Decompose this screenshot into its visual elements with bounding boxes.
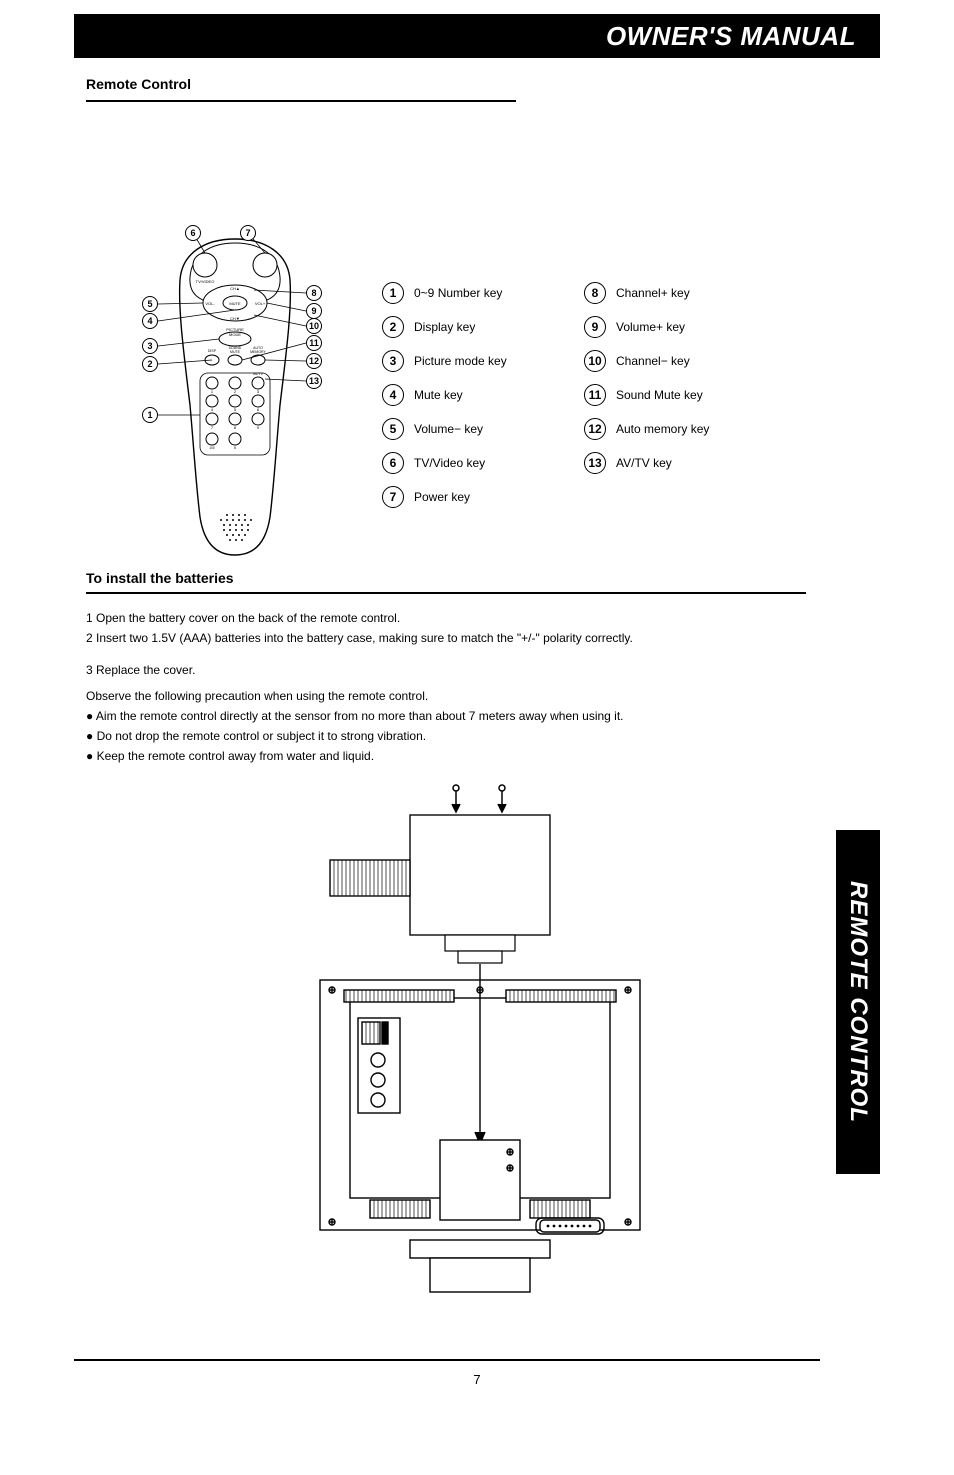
install-para: ● Do not drop the remote control or subj… <box>86 728 806 745</box>
svg-text:MODE: MODE <box>229 332 241 337</box>
install-para: 2 Insert two 1.5V (AAA) batteries into t… <box>86 630 806 647</box>
callout-circle: 7 <box>240 225 256 241</box>
install-para: 1 Open the battery cover on the back of … <box>86 610 806 627</box>
svg-text:CH▼: CH▼ <box>230 316 240 321</box>
btn-tvvideo-label: TV/VIDEO <box>196 279 215 284</box>
svg-text:100: 100 <box>209 446 215 450</box>
legend-row: 10 Channel− key <box>584 350 774 372</box>
callout-circle: 1 <box>142 407 158 423</box>
legend-row: 6 TV/Video key <box>382 452 572 474</box>
callout-circle: 8 <box>306 285 322 301</box>
callout-circle: 11 <box>306 335 322 351</box>
legend-row: 11 Sound Mute key <box>584 384 774 406</box>
legend-num: 6 <box>382 452 404 474</box>
tv-diagram <box>280 780 680 1300</box>
legend-num: 3 <box>382 350 404 372</box>
legend-label: Sound Mute key <box>616 388 703 402</box>
legend-num: 1 <box>382 282 404 304</box>
legend-num: 5 <box>382 418 404 440</box>
remote-svg: TV/VIDEO CH▲ CH▼ VOL- VOL+ MUTE PICTURE … <box>130 225 340 561</box>
legend-label: Mute key <box>414 388 463 402</box>
callout-circle: 6 <box>185 225 201 241</box>
legend-num: 13 <box>584 452 606 474</box>
legend-label: Volume− key <box>414 422 483 436</box>
section-title-install: To install the batteries <box>86 570 234 586</box>
legend-label: TV/Video key <box>414 456 485 470</box>
remote-diagram: TV/VIDEO CH▲ CH▼ VOL- VOL+ MUTE PICTURE … <box>130 225 340 561</box>
legend-label: AV/TV key <box>616 456 672 470</box>
legend-row: 12 Auto memory key <box>584 418 774 440</box>
legend-label: Display key <box>414 320 475 334</box>
svg-text:DISP: DISP <box>208 349 217 353</box>
legend-label: 0~9 Number key <box>414 286 502 300</box>
legend-num: 2 <box>382 316 404 338</box>
legend-num: 9 <box>584 316 606 338</box>
install-para: ● Aim the remote control directly at the… <box>86 708 806 725</box>
legend-row: 13 AV/TV key <box>584 452 774 474</box>
install-para: 3 Replace the cover. <box>86 662 806 679</box>
callout-circle: 9 <box>306 303 322 319</box>
legend-label: Picture mode key <box>414 354 507 368</box>
legend-label: Volume+ key <box>616 320 685 334</box>
legend-num: 12 <box>584 418 606 440</box>
legend-row: 1 0~9 Number key <box>382 282 572 304</box>
tv-svg <box>280 780 680 1300</box>
install-para: ● Keep the remote control away from wate… <box>86 748 806 765</box>
svg-text:AV/TV: AV/TV <box>253 372 264 376</box>
legend-row: 8 Channel+ key <box>584 282 774 304</box>
legend-label: Channel+ key <box>616 286 690 300</box>
legend-left: 1 0~9 Number key 2 Display key 3 Picture mode… <box>382 282 572 520</box>
callout-circle: 13 <box>306 373 322 389</box>
svg-text:MUTE: MUTE <box>229 301 241 306</box>
svg-text:VOL-: VOL- <box>205 301 215 306</box>
legend-num: 10 <box>584 350 606 372</box>
callout-circle: 4 <box>142 313 158 329</box>
section-rule-install <box>86 592 806 594</box>
side-tab-label: REMOTE CONTROL <box>844 881 872 1123</box>
legend-label: Channel− key <box>616 354 690 368</box>
legend-row: 7 Power key <box>382 486 572 508</box>
header-bar: OWNER'S MANUAL <box>74 14 880 58</box>
legend-row: 5 Volume− key <box>382 418 572 440</box>
legend-label: Auto memory key <box>616 422 709 436</box>
side-tab: REMOTE CONTROL <box>836 830 880 1174</box>
legend-num: 8 <box>584 282 606 304</box>
page-number: 7 <box>0 1372 954 1387</box>
legend-num: 11 <box>584 384 606 406</box>
section-rule-remote <box>86 100 516 102</box>
svg-text:MEMORY: MEMORY <box>250 350 266 354</box>
header-title: OWNER'S MANUAL <box>606 21 856 52</box>
callout-circle: 10 <box>306 318 322 334</box>
legend-right: 8Channel+ key9Volume+ key10Channel− key1… <box>584 282 774 486</box>
svg-text:MUTE: MUTE <box>230 350 241 354</box>
callout-circle: 5 <box>142 296 158 312</box>
legend-row: 4 Mute key <box>382 384 572 406</box>
callout-circle: 12 <box>306 353 322 369</box>
svg-text:VOL+: VOL+ <box>255 301 266 306</box>
footer-rule <box>74 1359 820 1361</box>
legend-row: 9 Volume+ key <box>584 316 774 338</box>
legend-num: 7 <box>382 486 404 508</box>
callout-circle: 2 <box>142 356 158 372</box>
install-para: Observe the following precaution when us… <box>86 688 806 705</box>
callout-circle: 3 <box>142 338 158 354</box>
legend-row: 3 Picture mode key <box>382 350 572 372</box>
legend-row: 2 Display key <box>382 316 572 338</box>
legend-label: Power key <box>414 490 470 504</box>
svg-text:CH▲: CH▲ <box>230 286 240 291</box>
legend-num: 4 <box>382 384 404 406</box>
section-title-remote: Remote Control <box>86 76 191 92</box>
